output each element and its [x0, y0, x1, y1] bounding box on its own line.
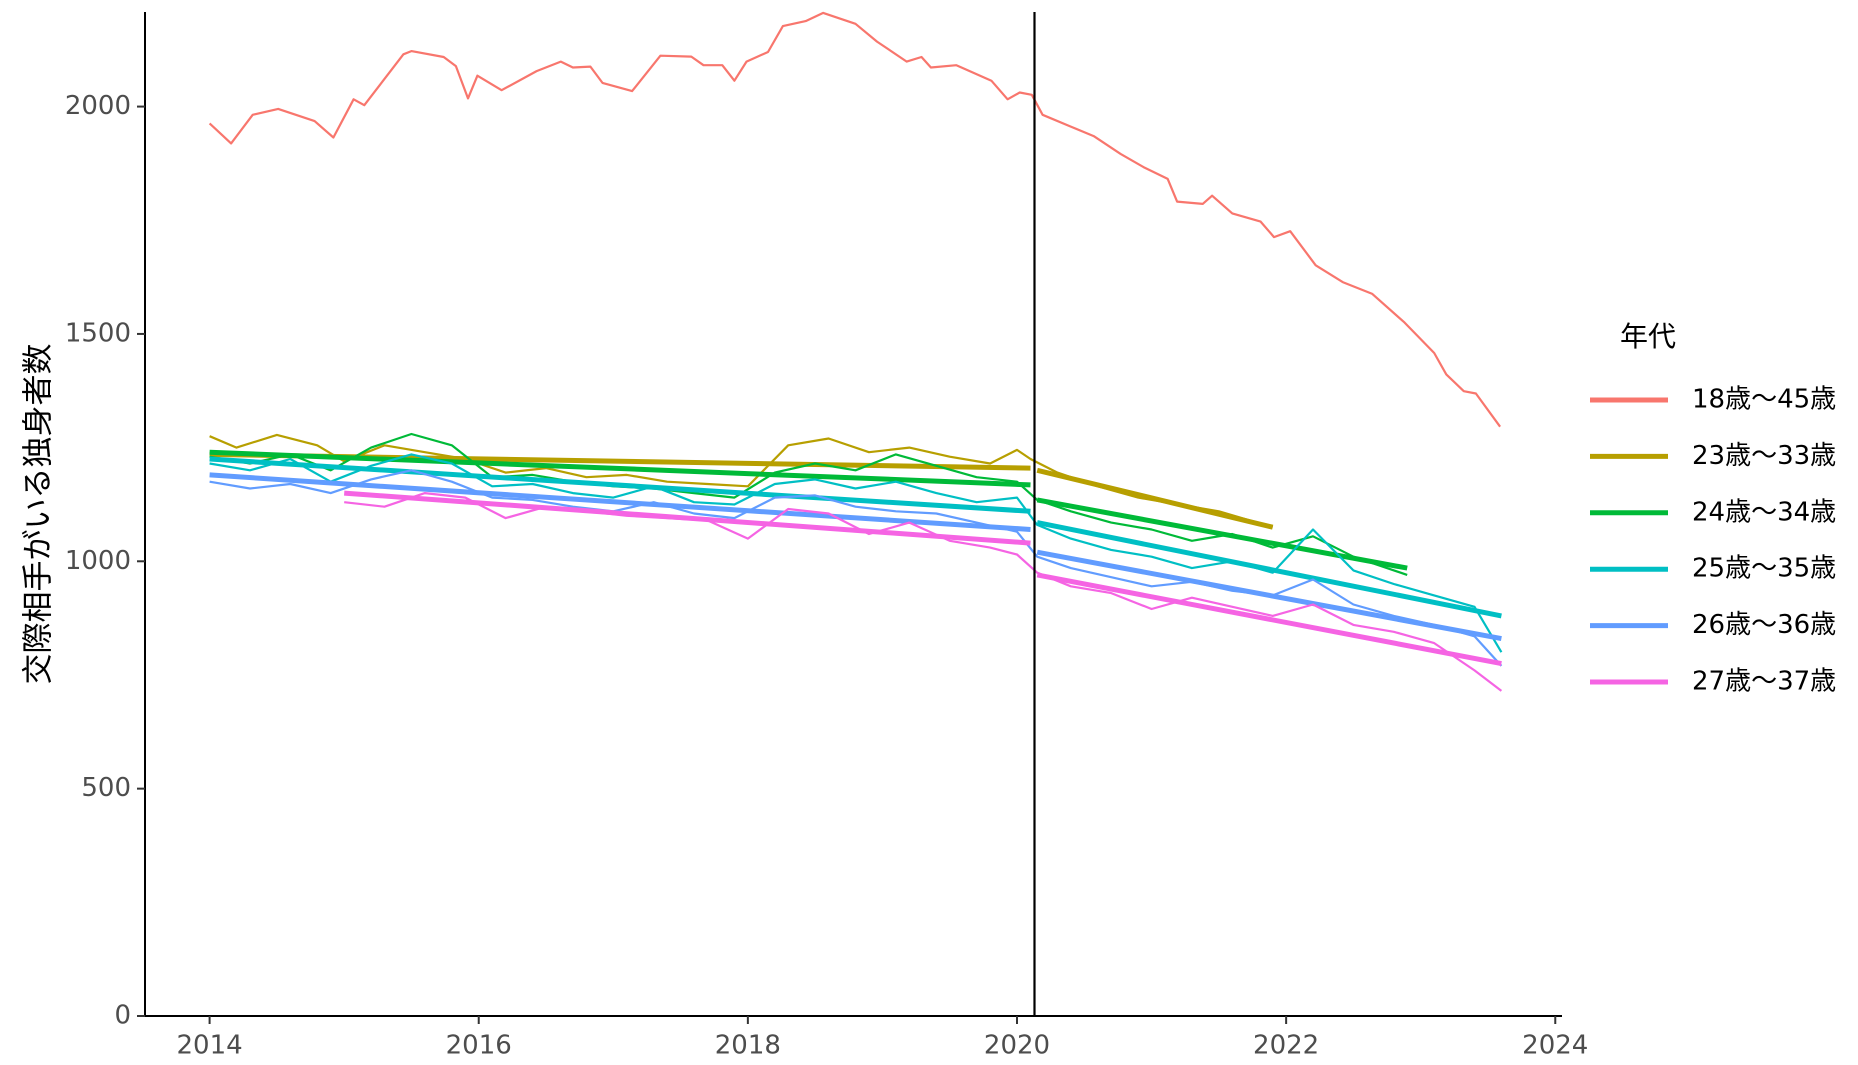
series-line [209, 432, 1408, 576]
x-tick-label: 2020 [984, 1031, 1050, 1061]
series-line [209, 469, 1503, 667]
y-tick-label: 1000 [65, 546, 131, 576]
trend-line [1036, 467, 1274, 530]
trend-line [1036, 549, 1502, 642]
trend-line [1036, 497, 1408, 571]
trend-line [209, 472, 1031, 532]
x-tick-label: 2024 [1522, 1031, 1588, 1061]
y-tick-label: 1500 [65, 318, 131, 348]
trend-line [344, 490, 1031, 546]
legend-label: 26歳～36歳 [1692, 610, 1836, 640]
trend-line [209, 456, 1031, 514]
trend-line [1036, 520, 1502, 619]
legend-label: 24歳～34歳 [1692, 497, 1836, 527]
x-tick-label: 2016 [446, 1031, 512, 1061]
legend-title: 年代 [1620, 320, 1676, 353]
legend-label: 23歳～33歳 [1692, 441, 1836, 471]
x-tick-label: 2014 [177, 1031, 243, 1061]
trend-line [1036, 572, 1502, 667]
trend-line [209, 449, 1031, 488]
legend-label: 27歳～37歳 [1692, 667, 1836, 697]
y-tick-label: 2000 [65, 91, 131, 121]
y-tick-label: 0 [114, 1001, 131, 1031]
y-axis-label: 交際相手がいる独身者数 [21, 344, 57, 685]
x-tick-label: 2022 [1253, 1031, 1319, 1061]
x-tick-label: 2018 [715, 1031, 781, 1061]
legend-label: 18歳～45歳 [1692, 385, 1836, 415]
y-tick-label: 500 [81, 773, 131, 803]
legend-label: 25歳～35歳 [1692, 554, 1836, 584]
series-line [208, 11, 1501, 428]
series-line [209, 453, 1503, 653]
